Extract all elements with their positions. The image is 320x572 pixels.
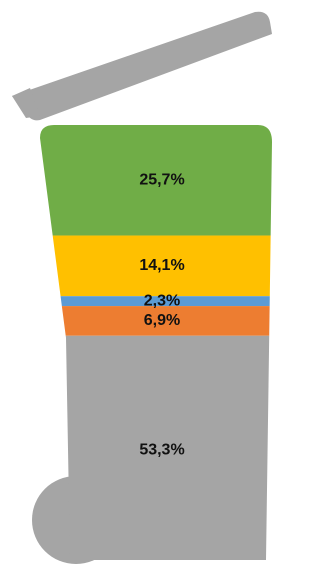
value-label: 53,3% — [139, 442, 184, 459]
value-label: 14,1% — [139, 257, 184, 274]
bin-segment — [0, 236, 276, 297]
bin-segment — [0, 125, 276, 236]
bin-segment — [0, 296, 276, 306]
bin-lid — [12, 12, 272, 121]
value-label: 25,7% — [139, 171, 184, 188]
chart: 25,7% 14,1% 2,3% 6,9% 53,3% — [0, 0, 276, 572]
page: 25,7%14,1%2,3%6,9%53,3% (() => { const d… — [0, 0, 320, 572]
value-label: 2,3% — [144, 292, 180, 309]
value-label: 6,9% — [144, 312, 180, 329]
bin-segment — [0, 306, 276, 336]
